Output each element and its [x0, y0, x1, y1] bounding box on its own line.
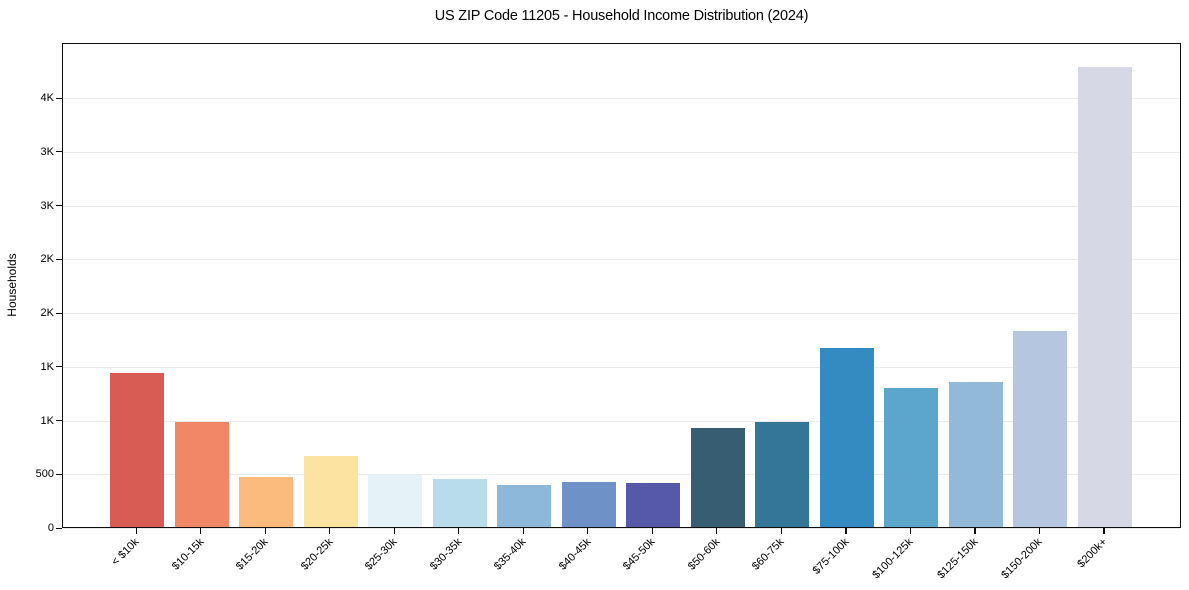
x-tick-mark: [716, 528, 718, 534]
x-tick-label: < $10k: [109, 536, 142, 569]
y-tick-label: 0: [47, 522, 54, 534]
x-tick-mark: [200, 528, 202, 534]
x-tick-mark: [780, 528, 782, 534]
bar-7: [497, 485, 552, 527]
y-tick-label: 3K: [40, 199, 54, 212]
y-gridline: [63, 151, 1180, 153]
y-gridline: [63, 528, 1180, 529]
y-tick-mark: [56, 97, 62, 99]
x-tick-mark: [974, 528, 976, 534]
x-tick-mark: [845, 528, 847, 534]
bar-11: [755, 421, 810, 527]
y-tick-mark: [56, 420, 62, 422]
bar-14: [948, 381, 1003, 527]
x-tick-mark: [522, 528, 524, 534]
bar-16: [1077, 66, 1132, 527]
y-gridline: [63, 474, 1180, 476]
bar-12: [819, 347, 874, 527]
y-tick-label: 2K: [40, 253, 54, 266]
y-tick-mark: [56, 473, 62, 475]
y-tick-mark: [56, 205, 62, 207]
bar-4: [303, 456, 358, 527]
x-tick-mark: [1103, 528, 1105, 534]
y-axis-label: Households: [5, 253, 19, 317]
x-tick-mark: [909, 528, 912, 534]
y-tick-label: 1K: [40, 360, 54, 373]
plot-area: [62, 43, 1181, 529]
bar-2: [174, 422, 229, 527]
bar-15: [1013, 331, 1068, 527]
bar-10: [690, 427, 745, 527]
bar-13: [884, 387, 939, 527]
y-tick-label: 500: [35, 468, 54, 481]
y-tick-label: 4K: [40, 92, 54, 105]
y-gridline: [63, 420, 1180, 422]
x-tick-mark: [1038, 528, 1041, 534]
y-tick-label: 1K: [40, 414, 54, 427]
bar-6: [432, 478, 487, 527]
bar-8: [561, 481, 616, 527]
y-gridline: [63, 98, 1180, 100]
y-tick-label: 2K: [40, 307, 54, 320]
y-tick-label: 3K: [40, 145, 54, 158]
chart-title: US ZIP Code 11205 - Household Income Dis…: [434, 8, 809, 24]
y-tick-mark: [56, 151, 62, 153]
y-gridline: [63, 366, 1180, 368]
bar-9: [626, 483, 681, 527]
y-gridline: [63, 205, 1180, 207]
bar-3: [239, 477, 294, 527]
x-tick-mark: [458, 528, 460, 534]
x-tick-mark: [651, 528, 653, 534]
y-gridline: [63, 313, 1180, 315]
y-tick-mark: [56, 527, 62, 529]
x-tick-mark: [393, 528, 395, 534]
bar-1: [110, 373, 164, 527]
y-tick-mark: [56, 312, 62, 314]
y-gridline: [63, 259, 1180, 261]
y-tick-mark: [56, 258, 62, 260]
x-tick-mark: [329, 528, 331, 534]
x-tick-mark: [587, 528, 589, 534]
x-tick-mark: [135, 528, 137, 534]
y-tick-mark: [56, 366, 62, 368]
bar-5: [368, 474, 423, 527]
x-tick-mark: [264, 528, 266, 534]
